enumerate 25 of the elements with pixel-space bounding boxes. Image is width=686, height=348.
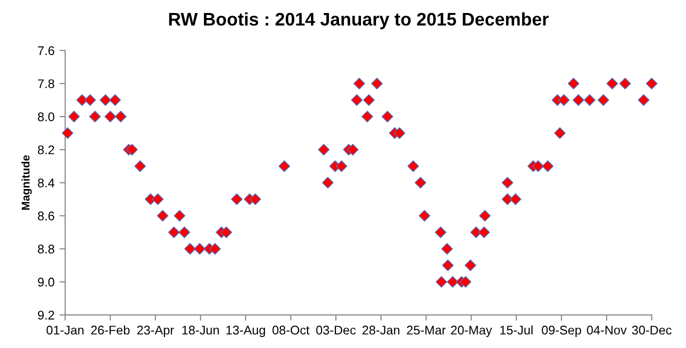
y-tick-label: 7.8 — [38, 79, 54, 88]
chart-title: RW Bootis : 2014 January to 2015 December — [169, 12, 549, 30]
x-tick-label: 09-Sep — [542, 326, 582, 338]
y-tick-label: 8.8 — [38, 244, 54, 254]
y-tick-label: 9.0 — [38, 278, 54, 287]
x-tick-label: 20-May — [451, 326, 492, 338]
x-tick-label: 30-Dec — [632, 326, 672, 335]
x-tick-label: 04-Nov — [586, 326, 627, 335]
x-tick-label: 28-Jan — [362, 326, 400, 335]
y-tick-label: 8.0 — [38, 112, 54, 122]
y-tick-label: 8.2 — [38, 145, 54, 154]
x-tick-label: 01-Jan — [46, 326, 84, 335]
y-tick-label: 8.6 — [38, 212, 54, 220]
x-tick-label: 15-Jul — [500, 325, 533, 335]
x-tick-label: 23-Apr — [137, 326, 174, 338]
x-tick-label: 26-Feb — [91, 325, 130, 335]
y-tick-label: 8.4 — [38, 178, 54, 188]
x-tick-label: 25-Mar — [406, 326, 446, 335]
x-tick-label: 03-Dec — [316, 326, 356, 335]
x-tick-label: 13-Aug — [226, 326, 265, 338]
y-tick-label: 9.2 — [38, 310, 54, 320]
y-axis-title: Magnitude — [21, 155, 32, 210]
x-tick-label: 18-Jun — [182, 326, 219, 335]
x-tick-label: 08-Oct — [272, 326, 310, 335]
y-tick-label: 7.6 — [38, 46, 54, 56]
